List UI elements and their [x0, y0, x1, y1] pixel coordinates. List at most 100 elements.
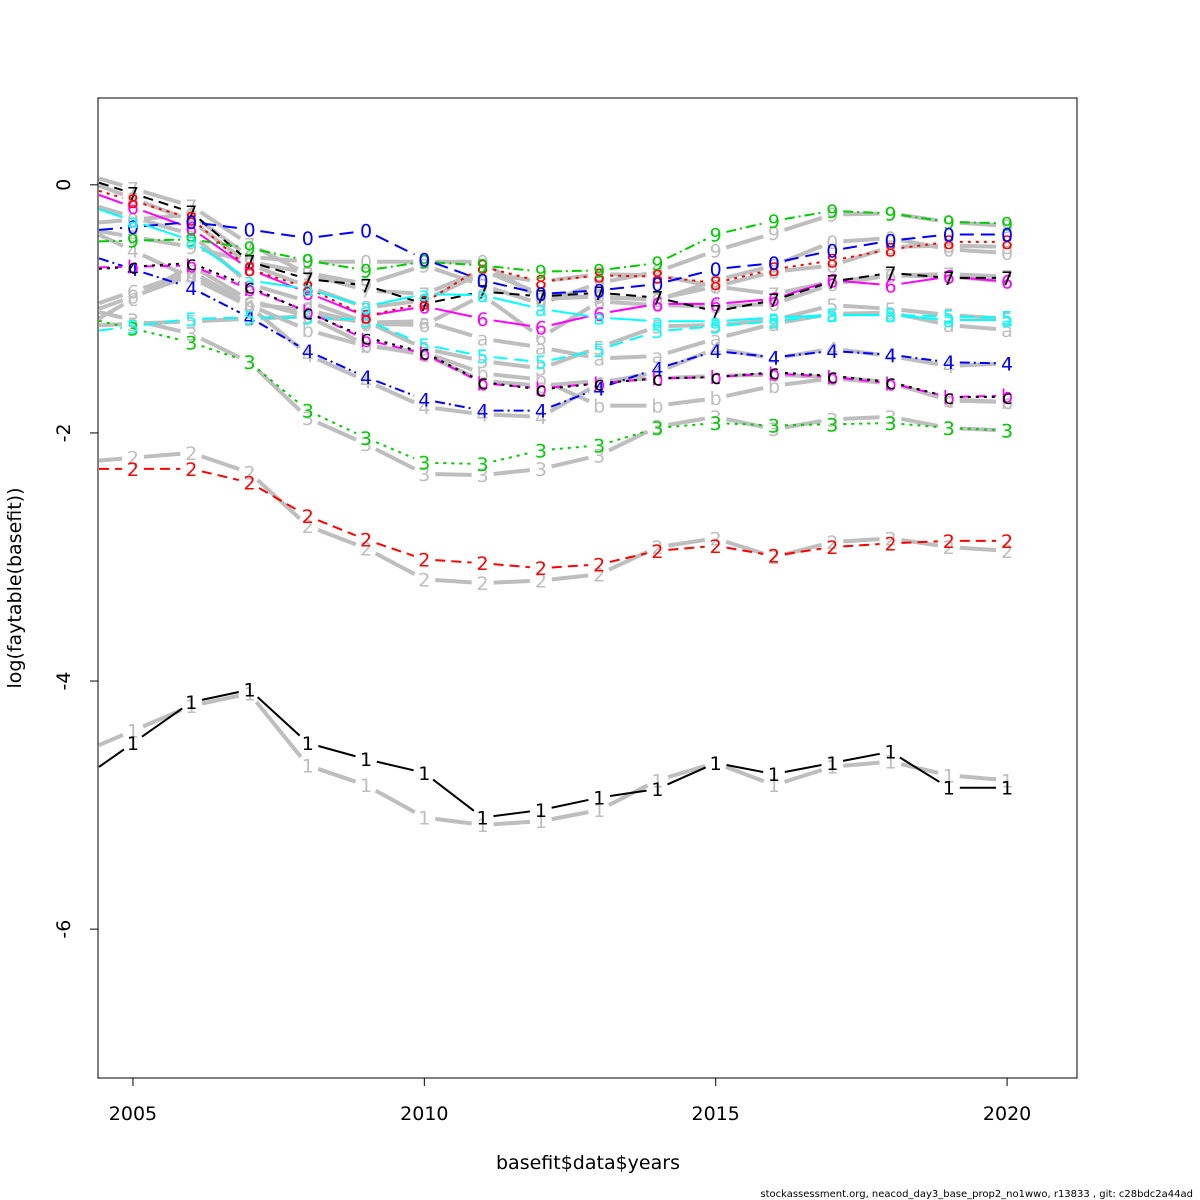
grey-point-label-0: 0 [302, 252, 314, 274]
grey-series-b-segment [493, 372, 531, 381]
series-2-segment [784, 547, 822, 556]
series-5-lead [98, 326, 123, 332]
point-label-a: a [593, 308, 605, 330]
grey-point-label-b: b [884, 373, 896, 395]
grey-series-4-segment [842, 347, 880, 357]
point-label-3: 3 [826, 414, 838, 436]
point-label-4: 4 [884, 345, 896, 367]
grey-series-6-segment [610, 300, 647, 307]
grey-point-label-9: 9 [884, 203, 896, 225]
grey-point-label-1: 1 [360, 775, 372, 797]
grey-point-label-3: 3 [360, 434, 372, 456]
grey-point-label-0: 0 [243, 247, 255, 269]
grey-series-1-segment [725, 764, 765, 784]
point-label-4: 4 [302, 341, 314, 363]
series-7-segment [901, 272, 938, 278]
grey-series-6-segment [433, 298, 474, 322]
grey-series-5-segment [202, 317, 239, 323]
series-a-segment [376, 295, 414, 306]
grey-series-1-segment [843, 760, 880, 768]
point-label-8: 8 [943, 232, 955, 254]
grey-point-label-5: 5 [768, 310, 780, 332]
series-5-segment [202, 316, 239, 320]
point-label-c: c [244, 277, 254, 299]
series-a-segment [260, 280, 298, 289]
series-2-segment [726, 546, 764, 555]
grey-point-label-7: 7 [651, 289, 663, 311]
grey-series-5-segment [784, 305, 823, 320]
grey-series-1-segment [493, 819, 531, 827]
point-label-2: 2 [302, 506, 314, 528]
point-label-6: 6 [243, 259, 255, 281]
series-3-segment [901, 422, 938, 429]
point-label-1: 1 [360, 749, 372, 771]
grey-series-3-segment [667, 416, 706, 427]
point-label-8: 8 [185, 208, 197, 230]
grey-point-label-6: 6 [185, 262, 197, 284]
grey-point-label-7: 7 [185, 196, 197, 218]
series-4-segment [550, 391, 590, 408]
series-1-segment [318, 745, 356, 758]
series-8-segment [376, 304, 414, 315]
series-0-segment [260, 230, 298, 238]
grey-point-label-5: 5 [360, 311, 372, 333]
grey-point-label-5: 5 [302, 306, 314, 328]
grey-point-label-5: 5 [1001, 309, 1013, 331]
grey-point-label-a: a [302, 291, 314, 313]
grey-point-label-0: 0 [1001, 243, 1013, 265]
grey-point-label-4: 4 [710, 339, 722, 361]
series-9-segment [318, 261, 356, 270]
grey-point-label-4: 4 [1001, 353, 1013, 375]
grey-point-label-1: 1 [651, 770, 663, 792]
series-6-segment [784, 282, 823, 297]
series-c-segment [143, 262, 181, 268]
series-2-segment [493, 563, 531, 569]
grey-point-label-3: 3 [185, 324, 197, 346]
grey-series-a-segment [493, 338, 531, 348]
point-label-8: 8 [243, 259, 255, 281]
grey-point-label-b: b [302, 320, 314, 342]
series-9-segment [435, 261, 472, 266]
grey-point-label-0: 0 [535, 289, 547, 311]
point-label-6: 6 [360, 306, 372, 328]
series-8-segment [784, 261, 822, 269]
point-label-1: 1 [1001, 778, 1013, 800]
point-label-5: 5 [943, 306, 955, 328]
grey-point-label-5: 5 [535, 358, 547, 380]
point-label-a: a [477, 285, 489, 307]
point-label-2: 2 [768, 546, 780, 568]
series-9-segment [260, 249, 298, 260]
point-label-6: 6 [477, 309, 489, 331]
point-label-6: 6 [826, 270, 838, 292]
point-label-a: a [768, 308, 780, 330]
grey-point-label-2: 2 [127, 448, 139, 470]
point-label-b: b [477, 373, 489, 395]
grey-series-b-segment [784, 377, 822, 387]
grey-series-a-segment [142, 218, 182, 234]
grey-series-9-segment [783, 216, 823, 232]
point-label-a: a [360, 296, 372, 318]
series-8-segment [901, 242, 939, 249]
point-label-3: 3 [768, 415, 780, 437]
point-label-4: 4 [943, 352, 955, 374]
series-1-segment [899, 756, 940, 783]
point-label-7: 7 [243, 252, 255, 274]
point-label-7: 7 [360, 275, 372, 297]
series-5-segment [143, 319, 181, 326]
grey-series-4-segment [666, 350, 707, 370]
grey-point-label-7: 7 [360, 280, 372, 302]
series-5: 5 5 5 5 555 555 5 5 5 5 5 5 [98, 305, 1013, 374]
point-label-2: 2 [535, 558, 547, 580]
grey-point-label-6: 6 [710, 296, 722, 318]
grey-series-a-segment [434, 322, 473, 338]
grey-series-b-segment [726, 386, 764, 398]
series-9-segment [901, 213, 939, 222]
grey-point-label-2: 2 [943, 537, 955, 559]
grey-point-label-a: a [127, 207, 139, 229]
grey-point-label-6: 6 [943, 267, 955, 289]
series-0-segment [551, 289, 589, 295]
series-3-segment [375, 441, 415, 460]
point-label-2: 2 [418, 549, 430, 571]
